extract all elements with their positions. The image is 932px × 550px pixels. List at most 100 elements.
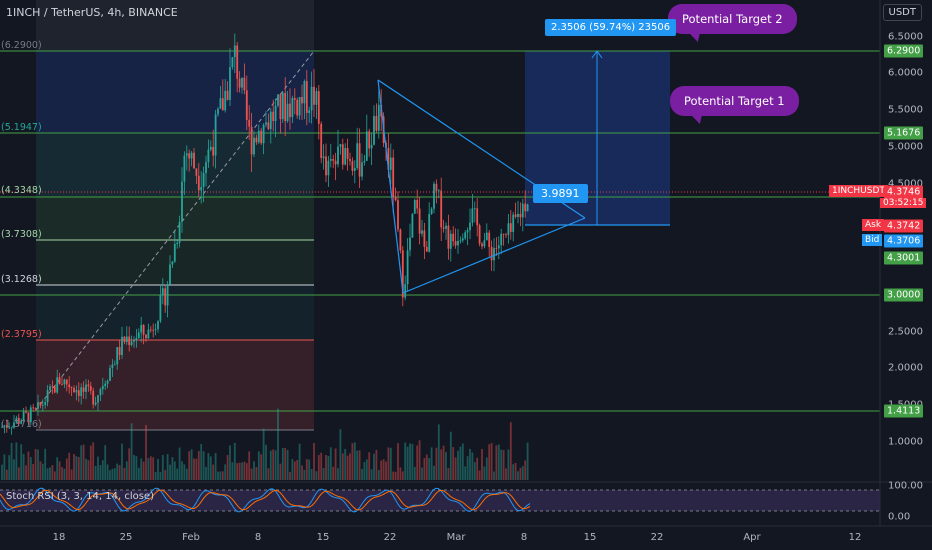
volume-bar — [339, 429, 342, 480]
candle-body — [435, 183, 438, 191]
candle-body — [13, 422, 15, 428]
candle-body — [401, 250, 404, 298]
candle-body — [161, 288, 164, 296]
candle-body — [281, 92, 284, 120]
candle-body — [349, 158, 351, 162]
candle-body — [478, 225, 481, 244]
volume-bar — [320, 452, 323, 480]
candle-body — [322, 156, 325, 159]
fib-label: (3.7308) — [1, 229, 42, 240]
candle-body — [313, 86, 315, 105]
candle-body — [368, 131, 371, 149]
candle-body — [356, 143, 359, 169]
volume-bar — [106, 464, 109, 480]
volume-bar — [241, 462, 243, 480]
candle-body — [241, 77, 243, 88]
candle-body — [447, 225, 450, 249]
level-lines[interactable] — [0, 50, 880, 412]
volume-bar — [159, 471, 162, 480]
candle-body — [334, 160, 337, 165]
volume-bar — [130, 423, 133, 480]
volume-bar — [493, 471, 495, 480]
volume-bar — [68, 452, 71, 480]
candle-body — [195, 168, 198, 176]
price-badge: 6.2900 — [884, 44, 924, 58]
volume-bar — [423, 458, 426, 480]
candle-body — [267, 122, 270, 129]
volume-bar — [85, 458, 87, 480]
volume-bar — [109, 470, 111, 480]
volume-bar — [322, 467, 325, 480]
volume-bar — [464, 466, 467, 480]
candle-body — [274, 105, 277, 121]
volume-bar — [327, 455, 330, 480]
volume-bar — [497, 444, 500, 480]
candle-body — [92, 390, 95, 405]
volume-bar — [217, 471, 219, 480]
candle-body — [452, 233, 455, 242]
fib-label: (5.1947) — [1, 122, 42, 133]
candle-body — [430, 208, 433, 214]
volume-bar — [181, 461, 183, 480]
candle-body — [442, 227, 445, 229]
candle-body — [476, 208, 479, 226]
candle-body — [526, 204, 529, 212]
volume-bar — [430, 447, 433, 480]
volume-bar — [310, 469, 313, 480]
fib-retracement-zones — [36, 0, 314, 430]
volume-bar — [512, 464, 515, 480]
triangle-pattern[interactable] — [377, 79, 670, 294]
candle-body — [169, 264, 171, 285]
candle-body — [37, 402, 39, 409]
candle-body — [137, 332, 140, 338]
target-1-note[interactable]: Potential Target 1 — [670, 86, 799, 116]
volume-bar — [476, 457, 479, 480]
candle-body — [514, 214, 517, 217]
candle-body — [394, 197, 397, 201]
volume-bar — [442, 445, 445, 480]
candle-body — [284, 92, 287, 122]
candle-body — [185, 153, 188, 156]
candle-body — [310, 86, 313, 111]
indicator-label[interactable]: Stoch RSI (3, 3, 14, 14, close) — [6, 491, 154, 502]
candle-body — [181, 181, 183, 222]
candle-body — [245, 90, 248, 120]
time-tick: Mar — [446, 532, 466, 543]
candle-body — [1, 426, 3, 428]
volume-bar — [245, 463, 248, 480]
volume-bar — [409, 443, 411, 480]
volume-bar — [483, 466, 486, 480]
candle-body — [85, 384, 87, 392]
volume-bar — [440, 449, 443, 480]
candle-body — [257, 130, 260, 143]
volume-bar — [363, 462, 366, 480]
fib-label: (4.3348) — [1, 185, 42, 196]
volume-bar — [25, 465, 27, 480]
volume-bar — [65, 458, 68, 480]
currency-selector[interactable]: USDT — [882, 4, 922, 21]
volume-bar — [351, 443, 354, 480]
price-callout[interactable]: 3.9891 — [533, 184, 588, 203]
volume-bar — [123, 467, 126, 480]
candle-body — [15, 417, 18, 423]
volume-bar — [87, 460, 90, 480]
volume-bar — [142, 461, 145, 480]
volume-bar — [380, 460, 383, 480]
price-tick: 5.0000 — [888, 141, 923, 153]
volume-bar — [284, 447, 287, 480]
chart-title: 1INCH / TetherUS, 4h, BINANCE — [6, 6, 178, 19]
volume-bar — [219, 471, 222, 480]
target-2-note[interactable]: Potential Target 2 — [668, 4, 797, 34]
candle-body — [8, 427, 11, 429]
volume-bar — [406, 446, 409, 480]
candle-body — [296, 99, 299, 116]
fib-label: (6.2900) — [1, 40, 42, 51]
volume-bar — [281, 448, 284, 480]
volume-bar — [291, 459, 294, 480]
candle-body — [39, 402, 42, 406]
candlesticks — [1, 33, 529, 435]
candle-body — [425, 246, 428, 252]
volume-bar — [445, 452, 447, 480]
candle-body — [166, 284, 169, 306]
